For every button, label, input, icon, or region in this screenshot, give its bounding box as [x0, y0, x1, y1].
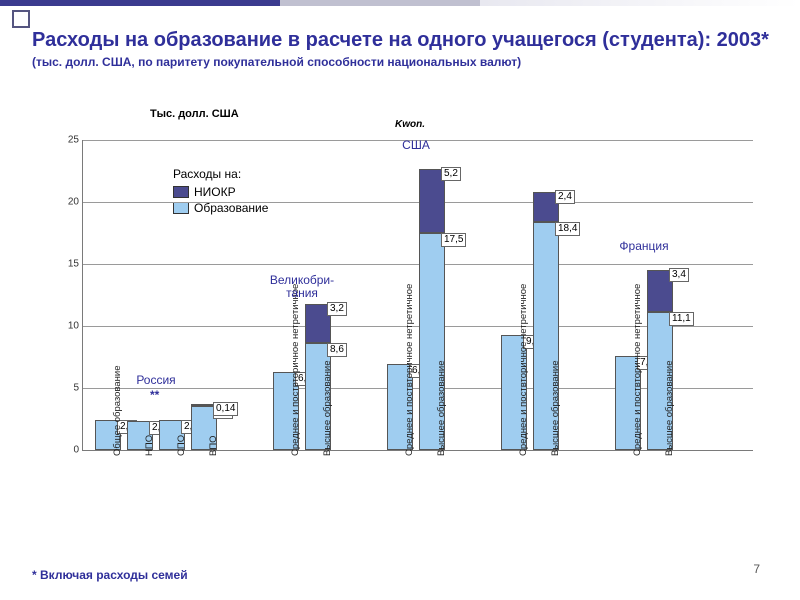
- title-block: Расходы на образование в расчете на одно…: [32, 28, 780, 69]
- y-tick: 20: [61, 197, 79, 208]
- value-label-rd: 0,14: [213, 402, 238, 416]
- x-tick-label: Среднее и поствторичное нетретичное: [518, 284, 529, 456]
- overlay-kwon: Kwon.: [395, 119, 425, 130]
- value-label-rd: 3,2: [327, 302, 347, 316]
- x-tick-label: Высшее образование: [664, 360, 675, 456]
- footnote: * Включая расходы семей: [32, 568, 188, 582]
- value-label-edu: 8,6: [327, 343, 347, 357]
- slide: Расходы на образование в расчете на одно…: [0, 0, 800, 600]
- legend-label-rd: НИОКР: [194, 184, 236, 200]
- x-tick-label: Высшее образование: [322, 360, 333, 456]
- value-label-rd: 2,4: [555, 190, 575, 204]
- x-tick-label: Среднее и поствторичное нетретичное: [404, 284, 415, 456]
- value-label-edu: 18,4: [555, 222, 580, 236]
- value-label-rd: 3,4: [669, 268, 689, 282]
- country-label: Россия: [87, 374, 225, 387]
- gridline: [83, 264, 753, 265]
- x-tick-label: СПО: [176, 435, 187, 456]
- legend-row-rd: НИОКР: [173, 184, 268, 200]
- corner-decoration: [12, 10, 30, 28]
- slide-title: Расходы на образование в расчете на одно…: [32, 28, 780, 53]
- value-label-edu: 17,5: [441, 233, 466, 247]
- y-tick: 0: [61, 445, 79, 456]
- plot-area: Расходы на: НИОКР Образование 0510152025…: [82, 140, 753, 451]
- y-tick: 10: [61, 321, 79, 332]
- x-tick-label: Высшее образование: [436, 360, 447, 456]
- x-tick-label: НПО: [144, 435, 155, 456]
- gridline: [83, 202, 753, 203]
- x-tick-label: Среднее и поствторичное нетретичное: [290, 284, 301, 456]
- y-tick: 5: [61, 383, 79, 394]
- legend-title: Расходы на:: [173, 166, 268, 182]
- y-tick: 15: [61, 259, 79, 270]
- x-tick-label: Среднее и поствторичное нетретичное: [632, 284, 643, 456]
- page-number: 7: [753, 562, 760, 576]
- chart-area: Расходы на: НИОКР Образование 0510152025…: [60, 140, 760, 450]
- country-label: Франция: [607, 240, 681, 253]
- x-tick-label: Высшее образование: [550, 360, 561, 456]
- x-tick-label: ВПО: [208, 435, 219, 456]
- value-label-rd: 5,2: [441, 167, 461, 181]
- value-label-edu: 11,1: [669, 312, 694, 326]
- country-star: **: [150, 388, 159, 402]
- y-tick: 25: [61, 135, 79, 146]
- legend: Расходы на: НИОКР Образование: [173, 166, 268, 217]
- country-label: Великобри-тания: [265, 274, 339, 300]
- top-stripe: [0, 0, 800, 6]
- legend-swatch-rd: [173, 186, 189, 198]
- y-axis-title: Тыс. долл. США: [150, 108, 239, 120]
- slide-subtitle: (тыс. долл. США, по паритету покупательн…: [32, 55, 780, 69]
- legend-swatch-edu: [173, 202, 189, 214]
- country-label: США: [379, 139, 453, 152]
